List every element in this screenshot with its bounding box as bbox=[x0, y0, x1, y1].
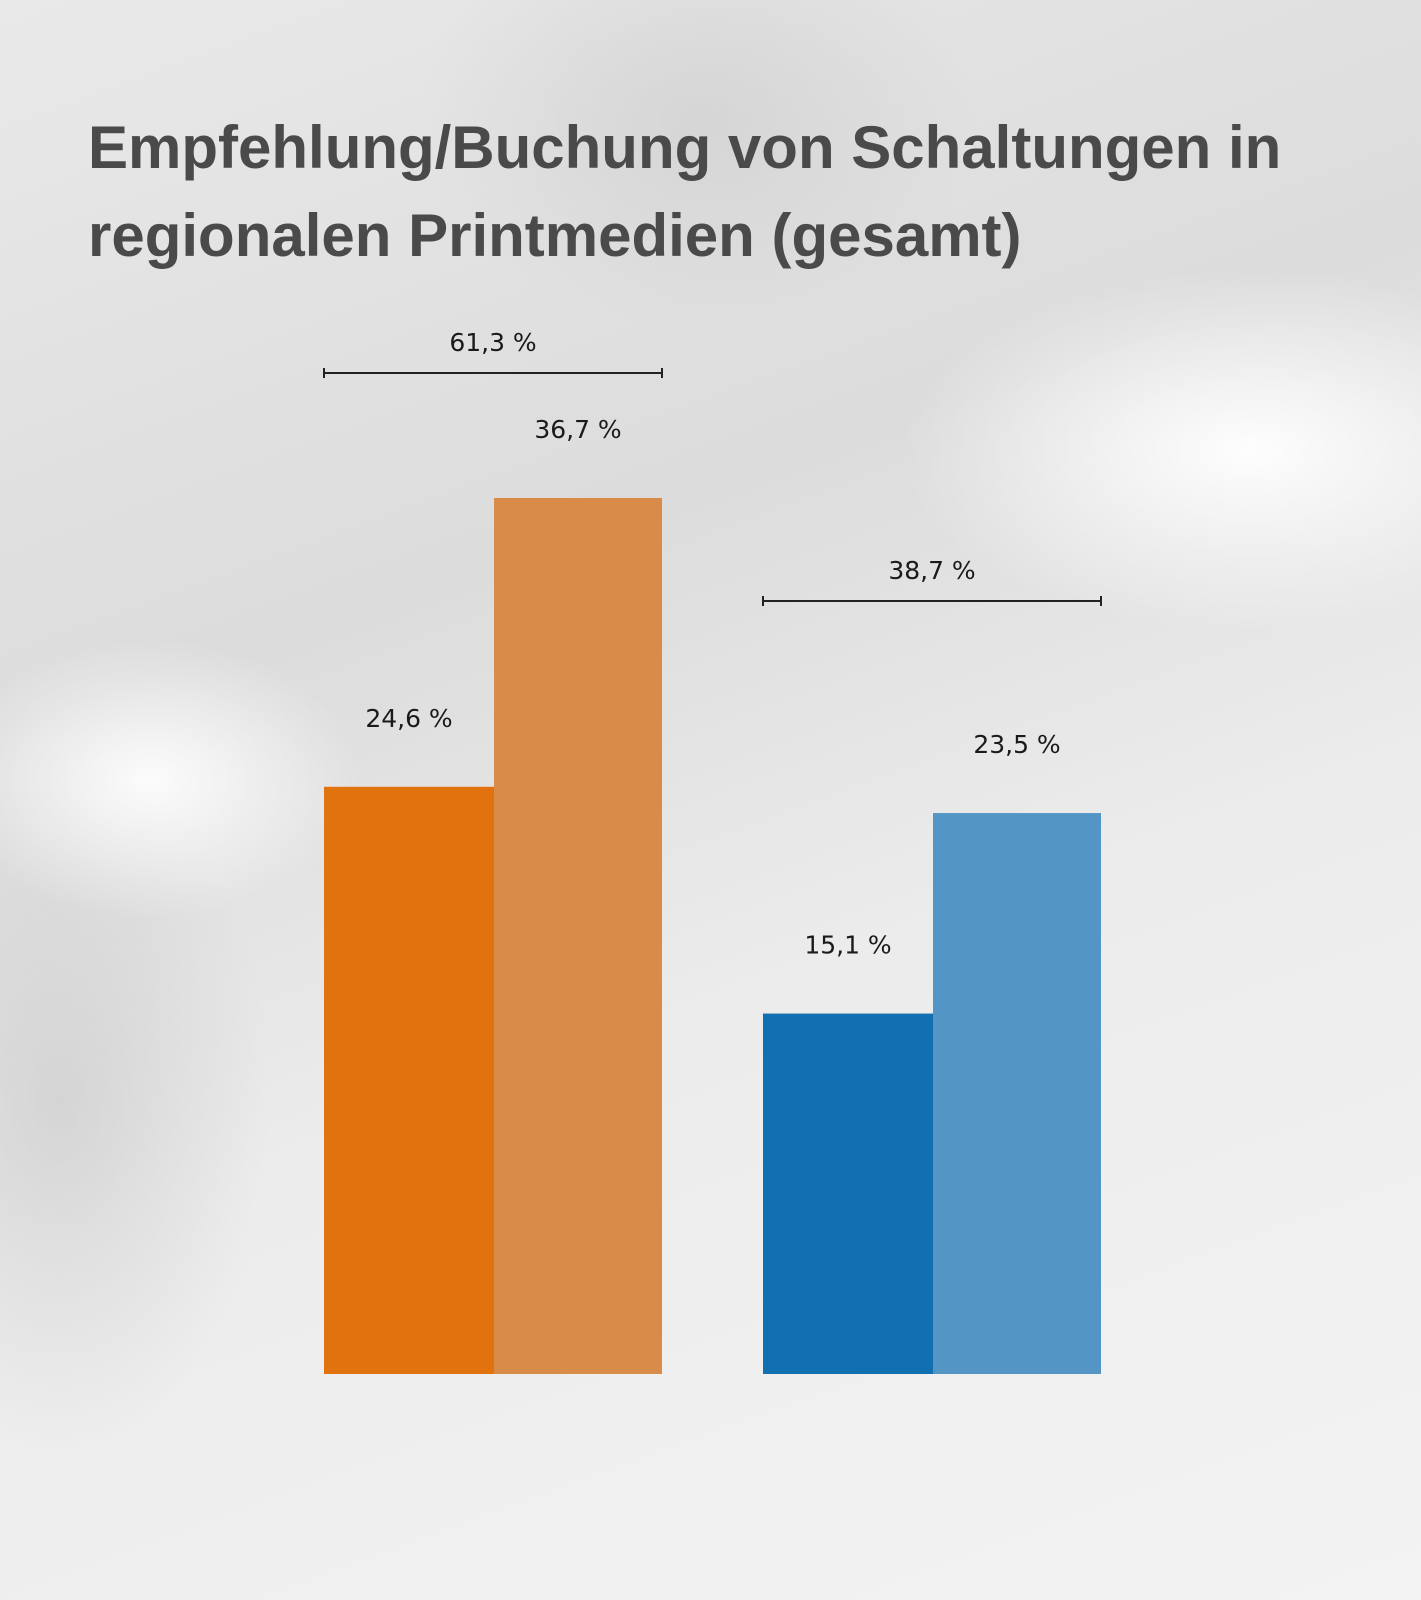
bar bbox=[494, 497, 662, 1374]
bar bbox=[763, 1013, 933, 1374]
bar bbox=[324, 786, 494, 1374]
data-label: 36,7 % bbox=[534, 415, 621, 444]
bar bbox=[933, 813, 1101, 1374]
data-label: 15,1 % bbox=[804, 931, 891, 960]
chart-title: Empfehlung/Buchung von Schaltungen in re… bbox=[88, 114, 1282, 269]
data-label: 23,5 % bbox=[973, 730, 1060, 759]
total-label: 38,7 % bbox=[888, 556, 975, 585]
data-label: 24,6 % bbox=[365, 704, 452, 733]
total-label: 61,3 % bbox=[449, 328, 536, 357]
